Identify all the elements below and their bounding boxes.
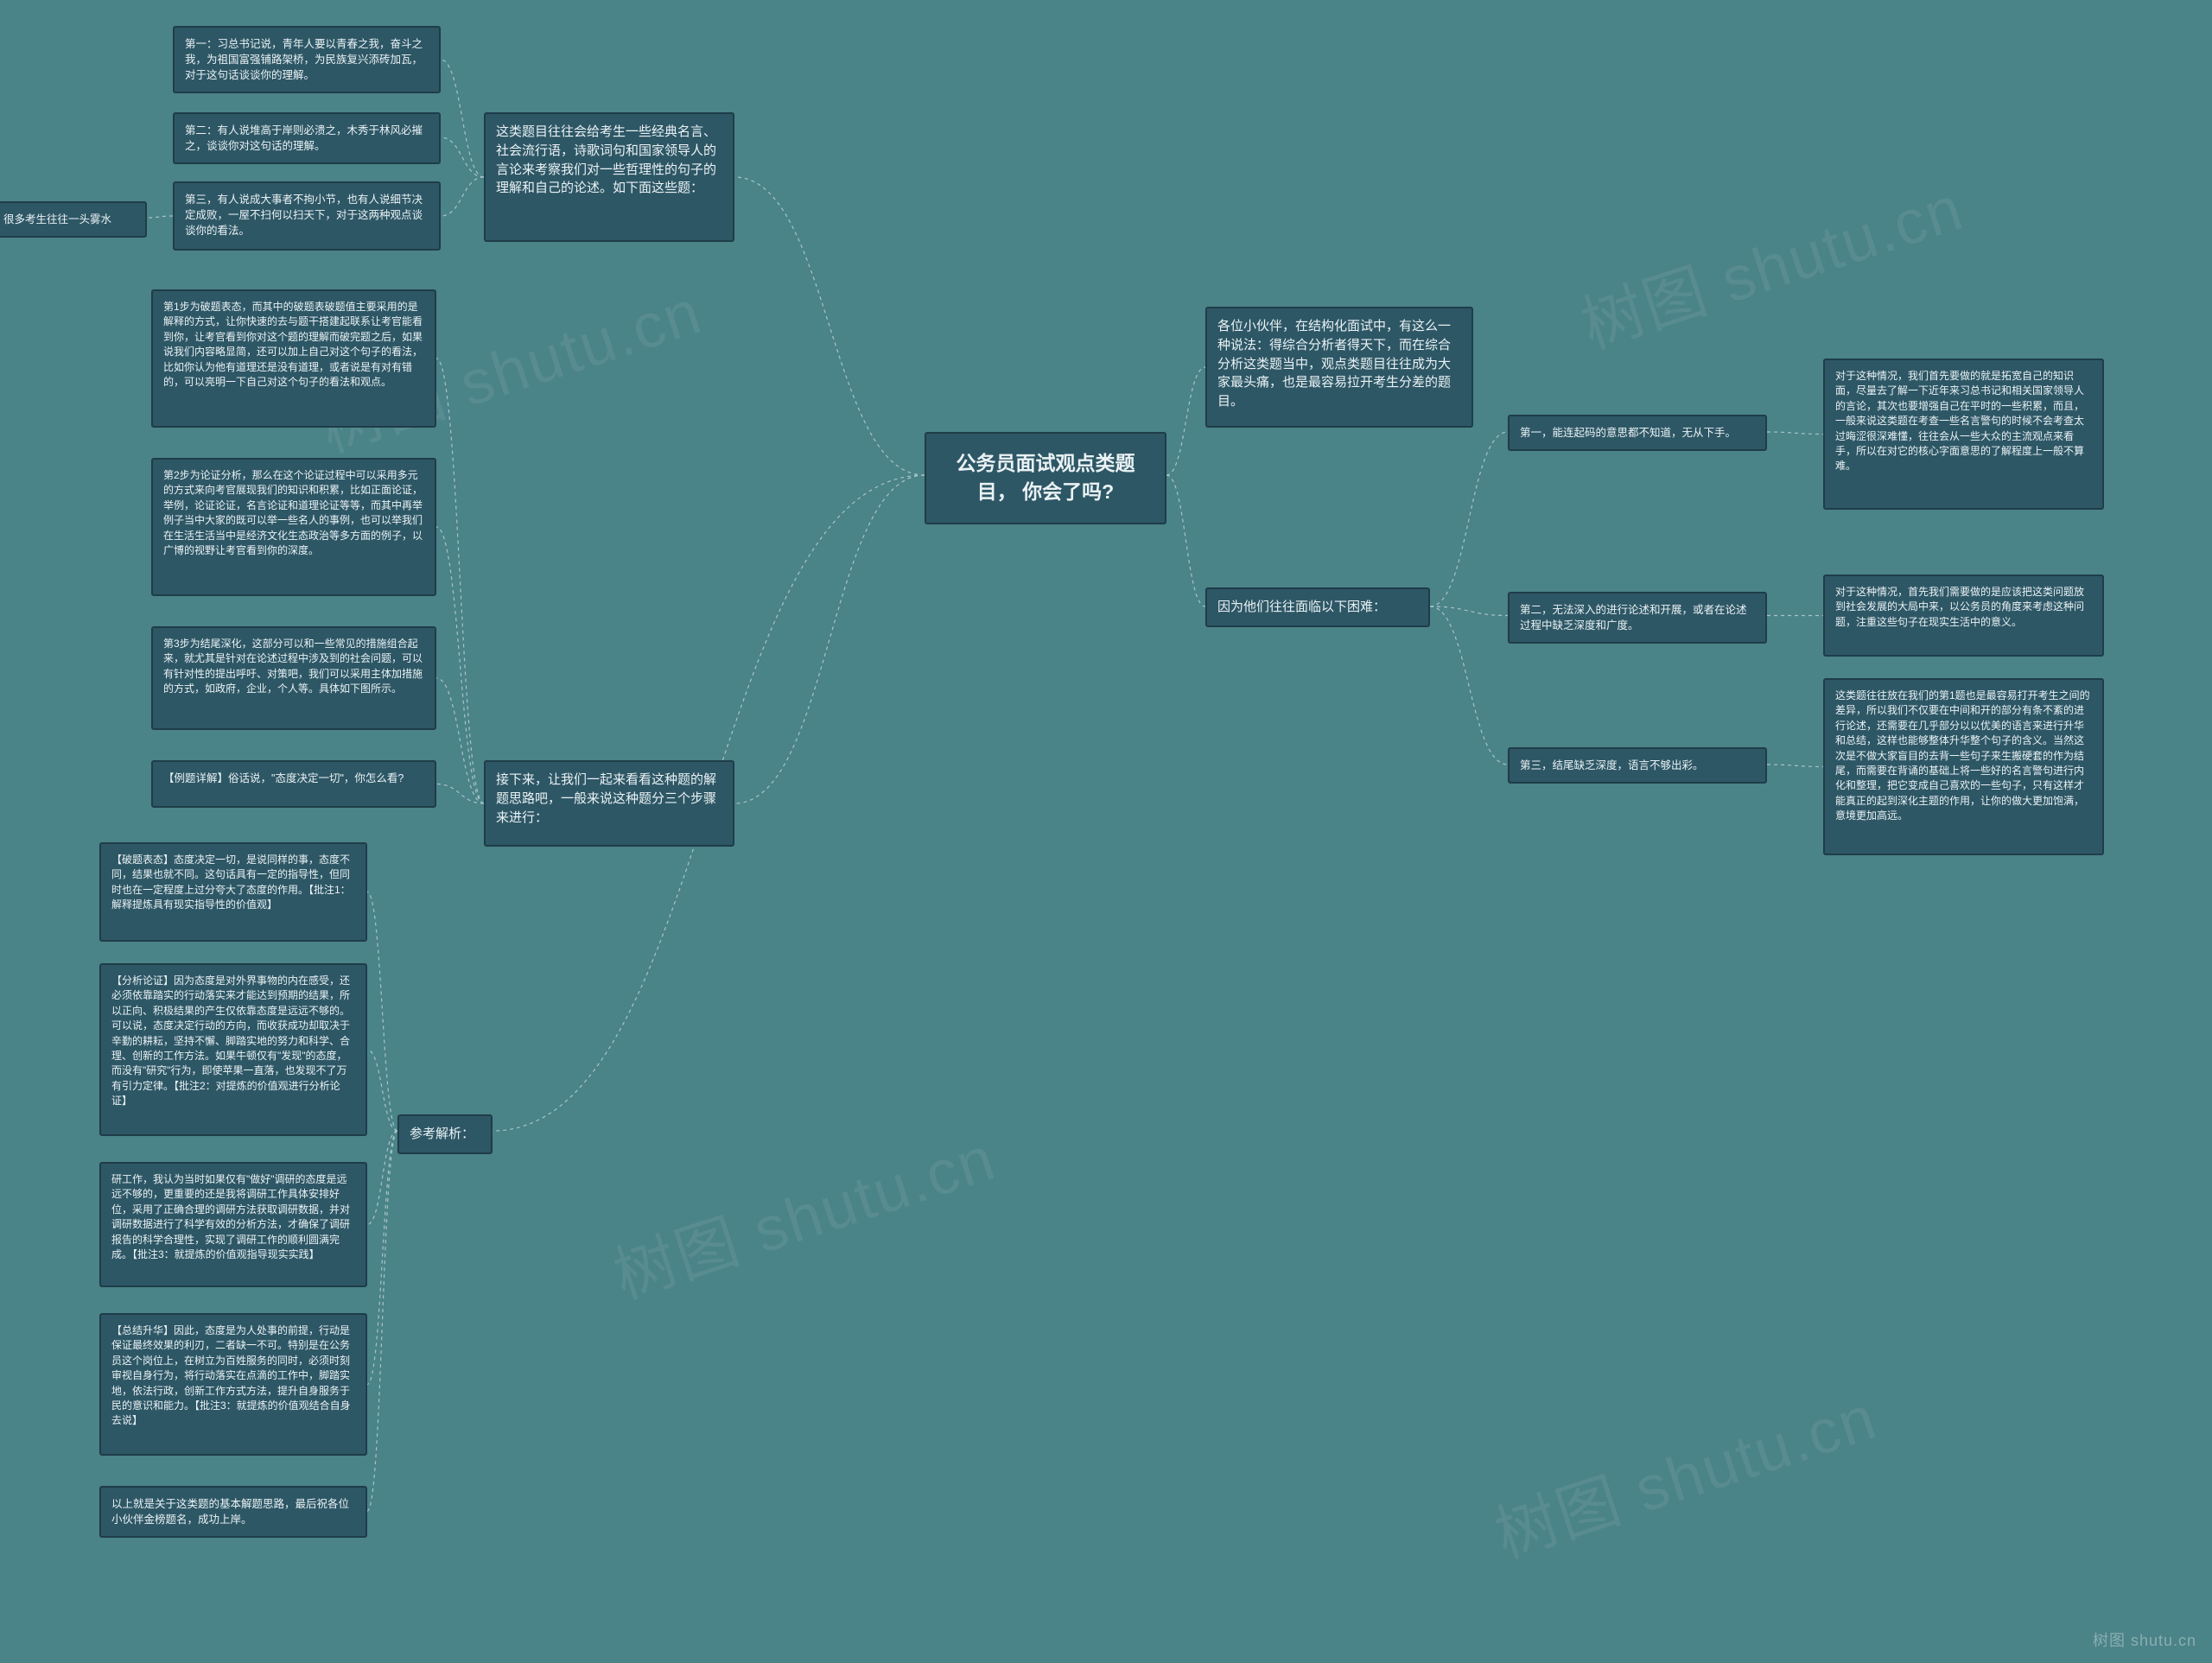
mindmap-node: 第三，有人说成大事者不拘小节，也有人说细节决定成败，一屋不扫何以扫天下，对于这两… — [173, 181, 441, 251]
mindmap-node: 这类题往往放在我们的第1题也是最容易打开考生之间的差异，所以我们不仅要在中间和开… — [1823, 678, 2104, 855]
corner-tag: 树图 shutu.cn — [2093, 1628, 2196, 1651]
mindmap-node: 【破题表态】态度决定一切，是说同样的事，态度不同，结果也就不同。这句话具有一定的… — [99, 842, 367, 942]
mindmap-node: 第一，能连起码的意思都不知道，无从下手。 — [1508, 415, 1767, 451]
edge — [436, 784, 484, 804]
mindmap-node: 第三，结尾缺乏深度，语言不够出彩。 — [1508, 747, 1767, 784]
watermark: 树图 shutu.cn — [1482, 1367, 1886, 1575]
edge — [441, 177, 484, 216]
mindmap-node: 第3步为结尾深化，这部分可以和一些常见的措施组合起来，就尤其是针对在论述过程中涉… — [151, 626, 436, 730]
mindmap-node: 【分析论证】因为态度是对外界事物的内在感受，还必须依靠踏实的行动落实来才能达到预… — [99, 963, 367, 1136]
mindmap-node: 这类题目往往会给考生一些经典名言、社会流行语，诗歌词句和国家领导人的言论来考察我… — [484, 112, 734, 242]
mindmap-node: 第二，无法深入的进行论述和开展，或者在论述过程中缺乏深度和广度。 — [1508, 592, 1767, 644]
edge — [1767, 432, 1823, 435]
edge — [441, 137, 484, 177]
edge — [1430, 432, 1508, 606]
edge — [367, 1131, 397, 1225]
edge — [734, 177, 925, 475]
edge — [436, 678, 484, 803]
mindmap-node: 以上就是关于这类题的基本解题思路，最后祝各位小伙伴金榜题名，成功上岸。 — [99, 1486, 367, 1538]
edge — [441, 60, 484, 177]
edge — [147, 216, 173, 218]
edge — [1430, 606, 1508, 616]
mindmap-node: 【总结升华】因此，态度是为人处事的前提，行动是保证最终效果的利刃，二者缺一不可。… — [99, 1313, 367, 1456]
mindmap-node: 【例题详解】俗话说，"态度决定一切"，你怎么看? — [151, 760, 436, 808]
edge — [436, 527, 484, 803]
mindmap-node: 第二：有人说堆高于岸则必溃之，木秀于林风必摧之，谈谈你对这句话的理解。 — [173, 112, 441, 164]
mindmap-node: 第2步为论证分析，那么在这个论证过程中可以采用多元的方式来向考官展现我们的知识和… — [151, 458, 436, 596]
edge — [367, 1131, 397, 1385]
edge — [367, 1131, 397, 1511]
edge — [1166, 475, 1205, 606]
mindmap-node: 第一：习总书记说，青年人要以青春之我，奋斗之我，为祖国富强铺路架桥，为民族复兴添… — [173, 26, 441, 93]
edge — [1767, 765, 1823, 767]
edge — [1166, 367, 1205, 475]
mindmap-node: 参考解析： — [397, 1114, 493, 1154]
mindmap-node: 因为他们往往面临以下困难： — [1205, 587, 1430, 627]
mindmap-node: 对于这种情况，我们首先要做的就是拓宽自己的知识面，尽量去了解一下近年来习总书记和… — [1823, 359, 2104, 510]
edge — [367, 1050, 397, 1131]
root-node: 公务员面试观点类题目， 你会了吗? — [925, 432, 1166, 524]
edge — [1430, 606, 1508, 765]
mindmap-node: 各位小伙伴，在结构化面试中，有这么一种说法：得综合分析者得天下，而在综合分析这类… — [1205, 307, 1473, 428]
mindmap-node: 接下来，让我们一起来看看这种题的解题思路吧，一般来说这种题分三个步骤来进行： — [484, 760, 734, 847]
mindmap-node: 对于这种情况，首先我们需要做的是应该把这类问题放到社会发展的大局中来，以公务员的… — [1823, 574, 2104, 657]
edge — [367, 892, 397, 1132]
watermark: 树图 shutu.cn — [601, 1108, 1005, 1316]
mindmap-node: 第1步为破题表态，而其中的破题表破题值主要采用的是解释的方式，让你快速的去与题干… — [151, 289, 436, 428]
watermark: 树图 shutu.cn — [1568, 157, 1973, 365]
mindmap-node: 这种题考试拿到之后，很多考生往往一头雾水 — [0, 201, 147, 238]
mindmap-node: 研工作，我认为当时如果仅有"做好"调研的态度是远远不够的，更重要的还是我将调研工… — [99, 1162, 367, 1287]
edge — [436, 359, 484, 803]
edge — [734, 475, 925, 803]
